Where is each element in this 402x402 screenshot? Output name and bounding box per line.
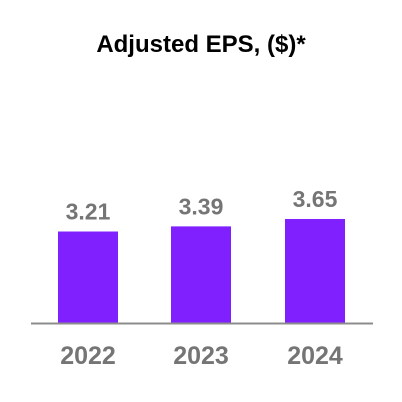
value-label-2024: 3.65: [293, 186, 338, 212]
bar-group: [58, 218, 345, 323]
bar-2022: [58, 231, 118, 323]
category-label-2024: 2024: [287, 342, 343, 370]
category-label-2022: 2022: [60, 342, 116, 370]
value-label-2022: 3.21: [66, 199, 111, 225]
bar-2024: [285, 218, 345, 323]
category-label-2023: 2023: [173, 342, 229, 370]
bar-2023: [171, 226, 231, 323]
value-label-2023: 3.39: [179, 193, 224, 219]
chart-title: Adjusted EPS, ($)*: [96, 31, 306, 58]
category-label-group: 2022 2023 2024: [60, 342, 343, 370]
value-label-group: 3.21 3.39 3.65: [66, 186, 338, 225]
